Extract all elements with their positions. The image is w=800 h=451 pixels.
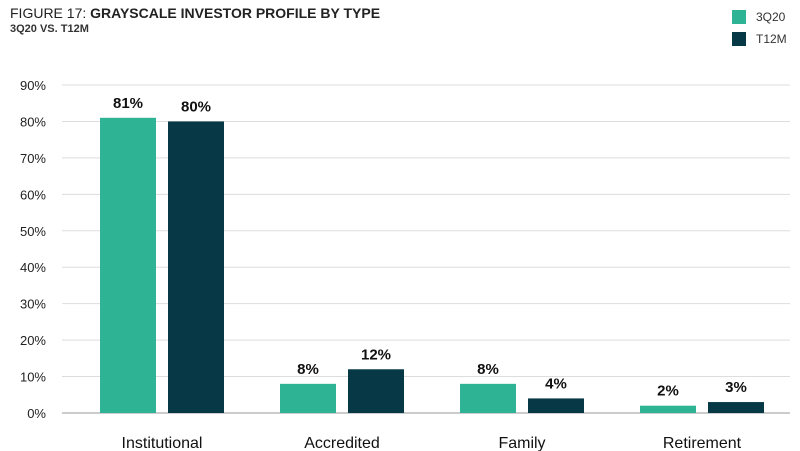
data-label: 80% [181,98,211,115]
chart-header: FIGURE 17: GRAYSCALE INVESTOR PROFILE BY… [10,4,380,35]
legend-item-t12m: T12M [732,28,787,50]
data-label: 8% [477,361,499,378]
legend-label-3q20: 3Q20 [756,10,786,24]
y-tick-label: 70% [20,151,46,166]
bar-3q20-institutional [100,117,156,414]
chart-subtitle: 3Q20 VS. T12M [10,23,89,35]
bar-t12m-accredited [348,369,404,413]
y-tick-label: 10% [20,370,46,385]
bar-3q20-accredited [280,383,336,413]
bar-t12m-family [528,398,584,413]
bar-t12m-retirement [708,402,764,413]
bar-t12m-institutional [168,121,224,413]
figure-title: GRAYSCALE INVESTOR PROFILE BY TYPE [90,5,381,21]
legend-item-3q20: 3Q20 [732,6,787,28]
x-category-label: Family [498,435,545,451]
bar-3q20-family [460,383,516,413]
data-label: 4% [545,375,567,392]
y-tick-label: 50% [20,224,46,239]
y-tick-label: 80% [20,114,46,129]
chart-legend: 3Q20 T12M [732,6,787,50]
x-category-label: Retirement [663,435,742,451]
chart-title: FIGURE 17: GRAYSCALE INVESTOR PROFILE BY… [10,4,380,22]
x-category-label: Institutional [122,435,203,451]
legend-swatch-t12m [732,32,746,46]
data-label: 8% [297,361,319,378]
y-tick-label: 60% [20,187,46,202]
data-label: 81% [113,95,143,112]
y-tick-label: 20% [20,333,46,348]
y-tick-label: 40% [20,260,46,275]
y-tick-label: 30% [20,297,46,312]
y-tick-label: 0% [27,406,46,421]
data-label: 12% [361,346,391,363]
legend-label-t12m: T12M [756,32,787,46]
x-category-label: Accredited [304,435,380,451]
data-label: 3% [725,379,747,396]
legend-swatch-3q20 [732,10,746,24]
bar-3q20-retirement [640,405,696,413]
y-tick-label: 90% [20,78,46,93]
figure-number: FIGURE 17: [10,5,91,21]
data-label: 2% [657,383,679,400]
